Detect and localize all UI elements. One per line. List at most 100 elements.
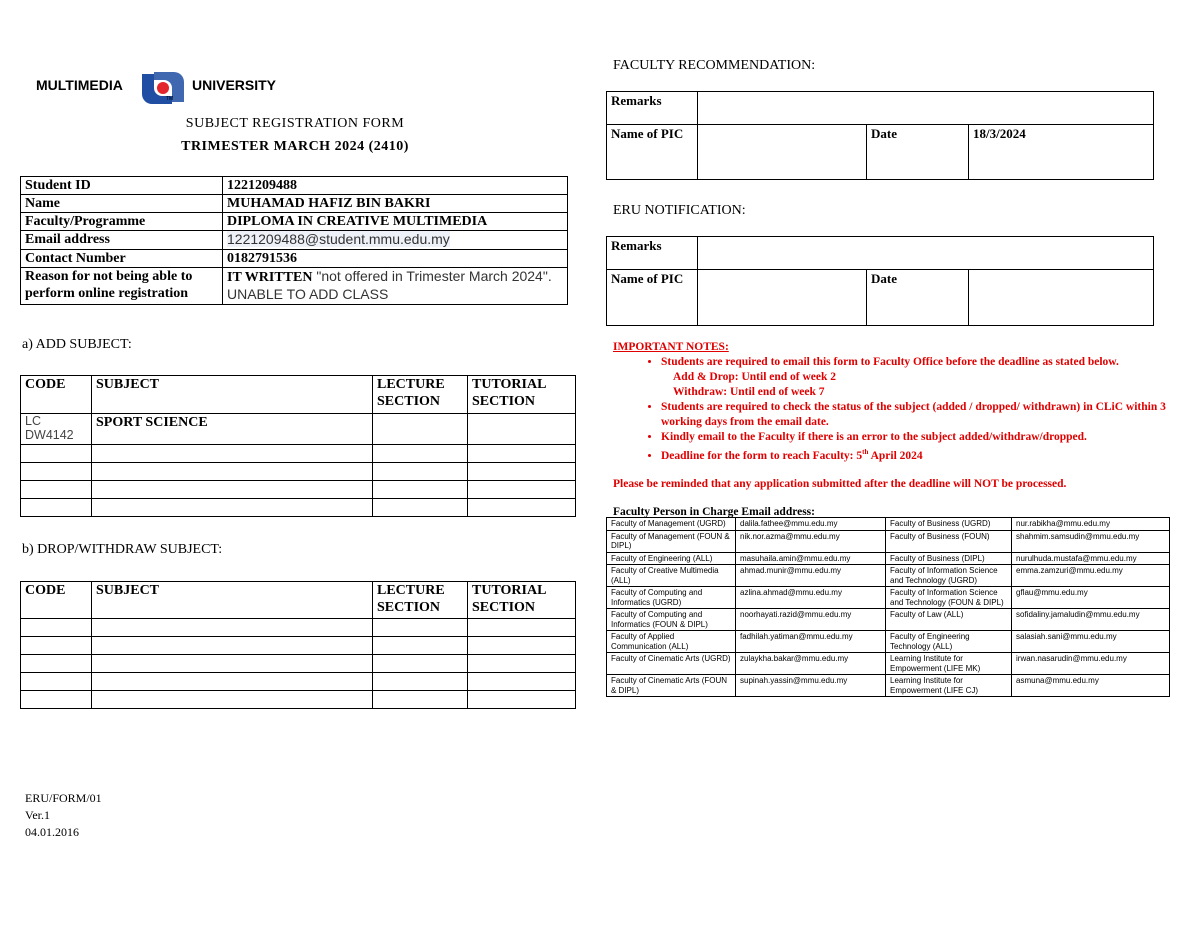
- subject-cell[interactable]: [91, 498, 373, 517]
- date-field[interactable]: 18/3/2024: [968, 124, 1154, 180]
- email-row: Faculty of Creative Multimedia (ALL) ahma…: [606, 564, 1170, 587]
- code-cell[interactable]: [20, 462, 92, 481]
- tutorial-cell[interactable]: [467, 462, 576, 481]
- tutorial-cell[interactable]: [467, 672, 576, 691]
- tutorial-cell[interactable]: [467, 498, 576, 517]
- faculty-name: Faculty of Information Science and Techn…: [885, 564, 1012, 587]
- note-withdraw: Withdraw: Until end of week 7: [673, 386, 825, 398]
- email-link[interactable]: sofidaliny.jamaludin@mmu.edu.my: [1011, 608, 1170, 631]
- note-sup: th: [862, 448, 869, 456]
- reason-bold: IT WRITTEN: [227, 270, 313, 285]
- faculty-name: Faculty of Computing and Informatics (FO…: [606, 608, 736, 631]
- email-row: Faculty of Management (UGRD) dalila.fathe…: [606, 517, 1170, 531]
- email-link[interactable]: fadhilah.yatiman@mmu.edu.my: [735, 630, 886, 653]
- date-field[interactable]: [968, 269, 1154, 326]
- contact-field[interactable]: 0182791536: [222, 249, 568, 268]
- email-link[interactable]: masuhaila.amin@mmu.edu.my: [735, 551, 886, 565]
- email-link[interactable]: asmuna@mmu.edu.my: [1011, 674, 1170, 697]
- name-field[interactable]: MUHAMAD HAFIZ BIN BAKRI: [222, 194, 568, 213]
- email-link[interactable]: dalila.fathee@mmu.edu.my: [735, 517, 886, 531]
- col-tutorial: TUTORIAL SECTION: [467, 375, 576, 414]
- add-subject-table: CODE SUBJECT LECTURE SECTION TUTORIAL SECTI…: [20, 375, 576, 517]
- label: Email address: [20, 230, 223, 250]
- tutorial-cell[interactable]: [467, 654, 576, 673]
- table-row: LC DW4142 SPORT SCIENCE: [20, 413, 576, 445]
- note-item: Students are required to check the statu…: [661, 400, 1173, 430]
- reminder: Please be reminded that any application …: [613, 477, 1067, 490]
- label: Faculty/Programme: [20, 212, 223, 231]
- label: Remarks: [606, 91, 698, 125]
- subject-cell[interactable]: [91, 444, 373, 463]
- email-link[interactable]: azlina.ahmad@mmu.edu.my: [735, 586, 886, 609]
- pic-field[interactable]: [697, 124, 867, 180]
- email-link[interactable]: gflau@mmu.edu.my: [1011, 586, 1170, 609]
- remarks-field[interactable]: [697, 236, 1154, 270]
- form-code: ERU/FORM/01: [25, 791, 102, 805]
- form-date: 04.01.2016: [25, 825, 79, 839]
- subject-cell[interactable]: SPORT SCIENCE: [91, 413, 373, 445]
- subject-cell[interactable]: [91, 480, 373, 499]
- tutorial-cell[interactable]: [467, 618, 576, 637]
- subject-cell[interactable]: [91, 654, 373, 673]
- code-cell[interactable]: [20, 672, 92, 691]
- eru-table: Remarks Name of PIC Date: [606, 236, 1154, 326]
- lecture-cell[interactable]: [372, 690, 468, 709]
- email-link[interactable]: salasiah.sani@mmu.edu.my: [1011, 630, 1170, 653]
- email-link[interactable]: supinah.yassin@mmu.edu.my: [735, 674, 886, 697]
- faculty-name: Faculty of Management (UGRD): [606, 517, 736, 531]
- subject-cell[interactable]: [91, 690, 373, 709]
- lecture-cell[interactable]: [372, 672, 468, 691]
- label: Reason for not being able to perform onl…: [20, 267, 223, 305]
- code-cell[interactable]: [20, 636, 92, 655]
- lecture-cell[interactable]: [372, 636, 468, 655]
- lecture-cell[interactable]: [372, 618, 468, 637]
- tutorial-cell[interactable]: [467, 690, 576, 709]
- tutorial-cell[interactable]: [467, 636, 576, 655]
- lecture-cell[interactable]: [372, 654, 468, 673]
- email-link[interactable]: irwan.nasarudin@mmu.edu.my: [1011, 652, 1170, 675]
- tutorial-cell[interactable]: [467, 480, 576, 499]
- tutorial-cell[interactable]: [467, 413, 576, 445]
- email-link[interactable]: nik.nor.azma@mmu.edu.my: [735, 529, 886, 553]
- email-link[interactable]: ahmad.munir@mmu.edu.my: [735, 564, 886, 587]
- lecture-cell[interactable]: [372, 498, 468, 517]
- lecture-cell[interactable]: [372, 444, 468, 463]
- subject-cell[interactable]: [91, 462, 373, 481]
- note-add-drop: Add & Drop: Until end of week 2: [673, 371, 837, 383]
- lecture-cell[interactable]: [372, 413, 468, 445]
- label: Date: [866, 269, 969, 326]
- email-link[interactable]: nur.rabikha@mmu.edu.my: [1011, 517, 1170, 531]
- code-cell[interactable]: [20, 690, 92, 709]
- table-row: [20, 672, 576, 691]
- faculty-email-table: Faculty of Management (UGRD) dalila.fathe…: [606, 517, 1170, 697]
- subject-cell[interactable]: [91, 672, 373, 691]
- email-link[interactable]: shahmim.samsudin@mmu.edu.my: [1011, 529, 1170, 553]
- code-cell[interactable]: [20, 498, 92, 517]
- tutorial-cell[interactable]: [467, 444, 576, 463]
- subject-cell[interactable]: [91, 618, 373, 637]
- lecture-cell[interactable]: [372, 462, 468, 481]
- student-id-field[interactable]: 1221209488: [222, 176, 568, 195]
- email-link[interactable]: emma.zamzuri@mmu.edu.my: [1011, 564, 1170, 587]
- code-cell[interactable]: [20, 480, 92, 499]
- reason-field[interactable]: IT WRITTEN "not offered in Trimester Mar…: [222, 267, 568, 305]
- remarks-field[interactable]: [697, 91, 1154, 125]
- code-cell[interactable]: [20, 444, 92, 463]
- email-link[interactable]: zulaykha.bakar@mmu.edu.my: [735, 652, 886, 675]
- label: Name of PIC: [606, 124, 698, 180]
- email-field[interactable]: 1221209488@student.mmu.edu.my: [222, 230, 568, 250]
- pic-field[interactable]: [697, 269, 867, 326]
- remarks-row: Remarks: [606, 91, 1154, 125]
- email-link[interactable]: noorhayati.razid@mmu.edu.my: [735, 608, 886, 631]
- code-cell[interactable]: [20, 654, 92, 673]
- note-item: Kindly email to the Faculty if there is …: [661, 430, 1173, 445]
- row-student-id: Student ID 1221209488: [20, 176, 568, 195]
- email-link[interactable]: nurulhuda.mustafa@mmu.edu.my: [1011, 551, 1170, 565]
- faculty-field[interactable]: DIPLOMA IN CREATIVE MULTIMEDIA: [222, 212, 568, 231]
- subject-cell[interactable]: [91, 636, 373, 655]
- email-row: Faculty of Computing and Informatics (UG…: [606, 586, 1170, 609]
- code-cell[interactable]: LC DW4142: [20, 413, 92, 445]
- table-row: [20, 498, 576, 517]
- lecture-cell[interactable]: [372, 480, 468, 499]
- code-cell[interactable]: [20, 618, 92, 637]
